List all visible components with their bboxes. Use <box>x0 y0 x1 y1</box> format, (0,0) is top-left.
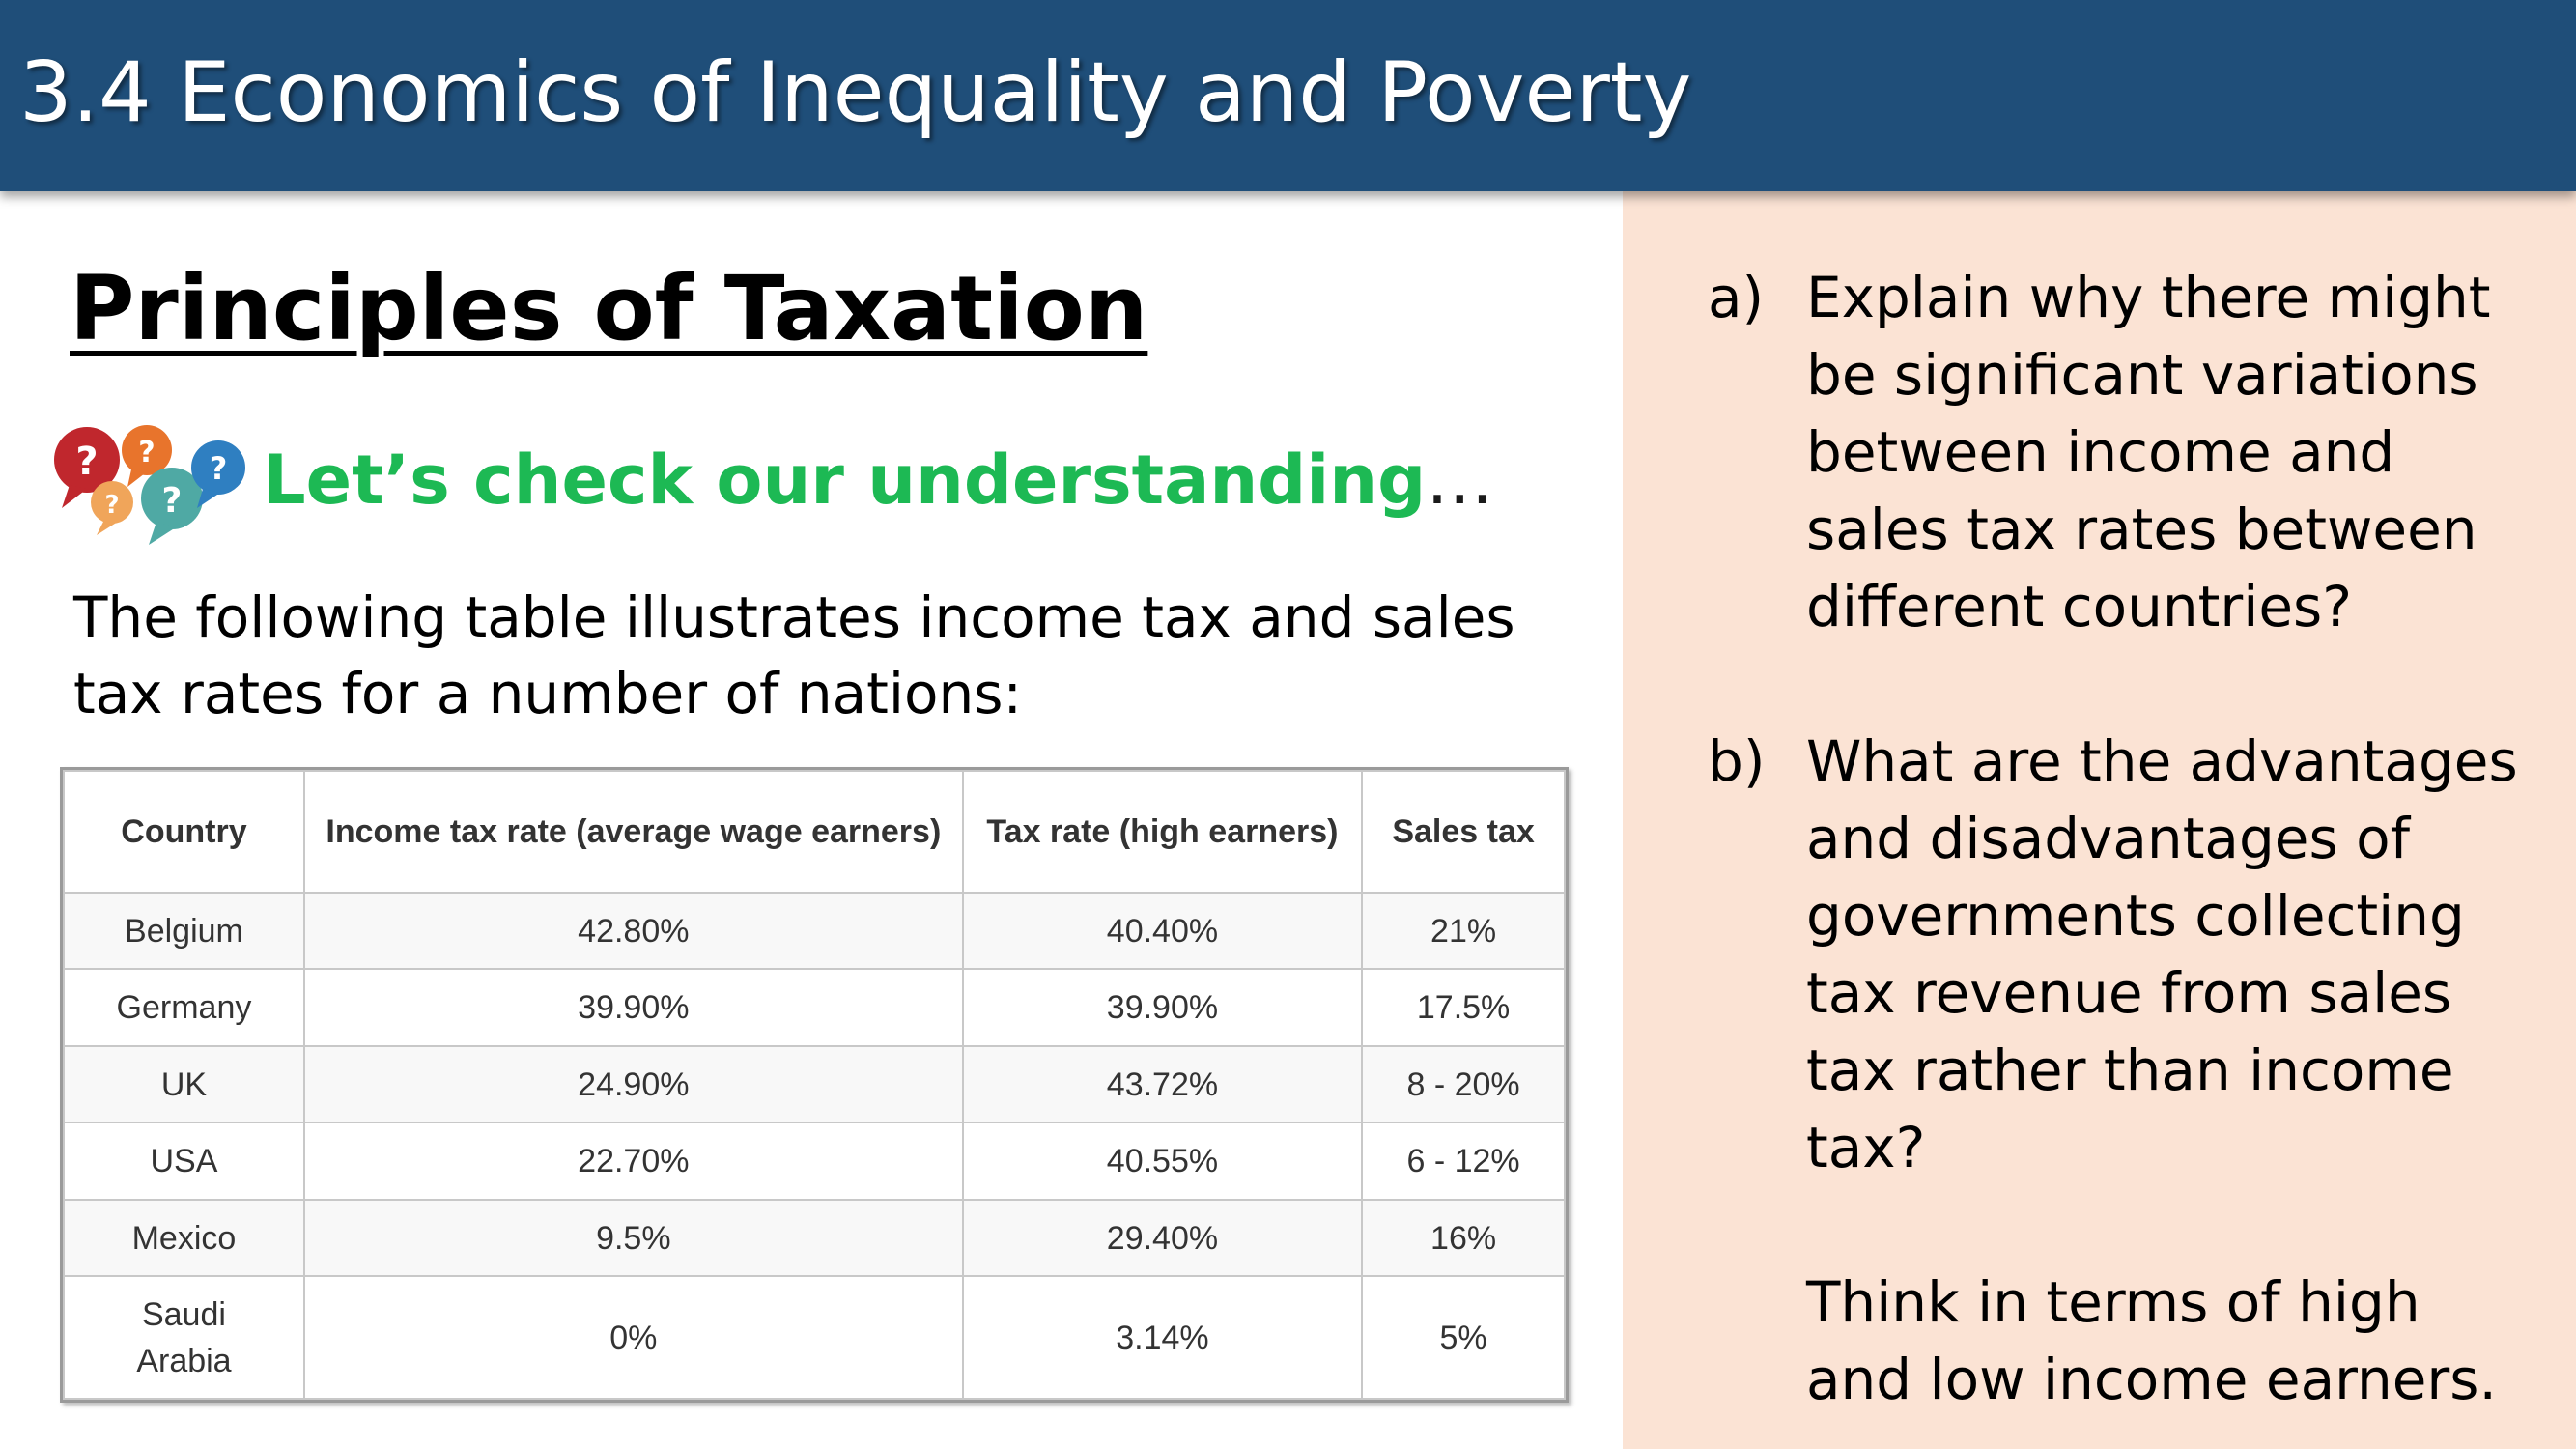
question-note: Think in terms of high and low income ea… <box>1806 1269 2497 1412</box>
svg-text:?: ? <box>75 440 98 484</box>
page-title: 3.4 Economics of Inequality and Poverty <box>19 44 1692 141</box>
svg-text:?: ? <box>162 481 183 521</box>
tax-rates-table: Country Income tax rate (average wage ea… <box>63 770 1566 1400</box>
column-header-country: Country <box>63 770 305 894</box>
table-cell: 8 - 20% <box>1361 1044 1566 1124</box>
table-row: USA 22.70% 40.55% 6 - 12% <box>63 1122 1566 1201</box>
question-a-text: Explain why there might be significant v… <box>1806 265 2491 639</box>
table-row: Saudi Arabia 0% 3.14% 5% <box>63 1275 1566 1400</box>
question-b-text: What are the advantages and disadvantage… <box>1806 728 2518 1180</box>
svg-text:?: ? <box>138 436 155 469</box>
table-cell: UK <box>63 1044 305 1124</box>
table-row: UK 24.90% 43.72% 8 - 20% <box>63 1044 1566 1124</box>
header-bar: 3.4 Economics of Inequality and Poverty <box>0 0 2576 191</box>
table-cell: 5% <box>1361 1275 1566 1400</box>
check-understanding-heading: Let’s check our understanding… <box>263 440 1493 520</box>
questions-list: a) Explain why there might be significan… <box>1708 259 2538 1418</box>
tax-table-container: Country Income tax rate (average wage ea… <box>60 767 1569 1403</box>
table-cell: 9.5% <box>302 1198 964 1278</box>
table-cell: 24.90% <box>302 1044 964 1124</box>
table-cell: 17.5% <box>1361 968 1566 1047</box>
column-header-sales-tax: Sales tax <box>1361 770 1566 894</box>
table-cell: 42.80% <box>302 891 964 971</box>
question-b: b) What are the advantages and disadvant… <box>1708 723 2538 1186</box>
table-cell: 3.14% <box>961 1275 1364 1400</box>
table-row: Belgium 42.80% 40.40% 21% <box>63 891 1566 971</box>
check-understanding-label: Let’s check our understanding <box>263 440 1427 520</box>
table-cell: Germany <box>63 968 305 1047</box>
table-cell: 40.55% <box>961 1122 1364 1201</box>
question-b-marker: b) <box>1708 728 1766 794</box>
table-cell: Belgium <box>63 891 305 971</box>
table-cell: 43.72% <box>961 1044 1364 1124</box>
question-a: a) Explain why there might be significan… <box>1708 259 2538 645</box>
table-cell: 21% <box>1361 891 1566 971</box>
table-cell: 40.40% <box>961 891 1364 971</box>
table-cell: Mexico <box>63 1198 305 1278</box>
svg-text:?: ? <box>104 491 119 520</box>
question-bubbles-icon: ? ? ? ? ? <box>54 425 245 545</box>
questions-panel <box>1623 191 2576 1449</box>
intro-paragraph: The following table illustrates income t… <box>73 584 1515 726</box>
check-ellipsis: … <box>1426 440 1494 520</box>
table-cell: 0% <box>302 1275 964 1400</box>
table-cell: 29.40% <box>961 1198 1364 1278</box>
table-cell: USA <box>63 1122 305 1201</box>
table-row: Mexico 9.5% 29.40% 16% <box>63 1198 1566 1278</box>
table-cell: 6 - 12% <box>1361 1122 1566 1201</box>
table-cell: 16% <box>1361 1198 1566 1278</box>
table-cell: Saudi Arabia <box>63 1275 305 1400</box>
table-row: Germany 39.90% 39.90% 17.5% <box>63 968 1566 1047</box>
column-header-income-tax: Income tax rate (average wage earners) <box>302 770 964 894</box>
table-header-row: Country Income tax rate (average wage ea… <box>63 770 1566 894</box>
column-header-high-earner-tax: Tax rate (high earners) <box>961 770 1364 894</box>
question-a-marker: a) <box>1708 265 1765 330</box>
check-understanding-row: ? ? ? ? ? Let’s check our understanding… <box>48 421 1555 547</box>
table-cell: 39.90% <box>961 968 1364 1047</box>
table-cell: 22.70% <box>302 1122 964 1201</box>
section-heading: Principles of Taxation <box>70 257 1148 360</box>
table-cell: 39.90% <box>302 968 964 1047</box>
svg-text:?: ? <box>210 450 228 487</box>
